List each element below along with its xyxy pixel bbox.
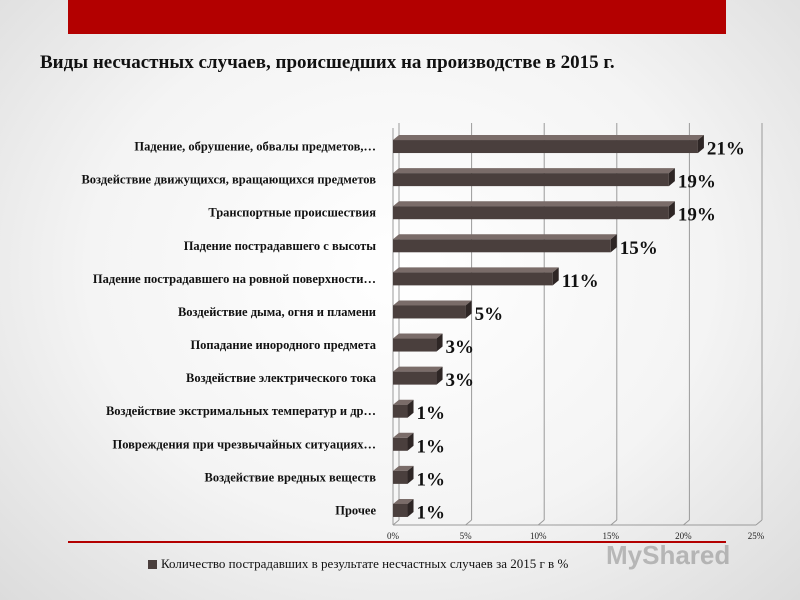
bar-top <box>393 333 443 339</box>
bar <box>393 338 437 352</box>
bar-end <box>697 135 704 154</box>
bar <box>393 239 611 253</box>
data-label: 19% <box>678 205 716 226</box>
data-label: 1% <box>417 469 446 490</box>
category-label: Воздействие движущихся, вращающихся пред… <box>81 173 376 187</box>
bar <box>393 206 669 220</box>
bar-top <box>393 267 559 273</box>
data-label: 21% <box>707 139 745 160</box>
data-label: 5% <box>475 304 504 325</box>
data-label: 1% <box>417 403 446 424</box>
slide-title: Виды несчастных случаев, происшедших на … <box>40 52 615 73</box>
data-label: 1% <box>417 502 446 523</box>
category-label: Воздействие вредных веществ <box>204 470 376 484</box>
category-label: Падение пострадавшего на ровной поверхно… <box>93 272 376 286</box>
gridline-floor <box>755 519 763 526</box>
gridline-floor <box>610 519 618 526</box>
chart-legend: Количество пострадавших в результате нес… <box>148 556 568 572</box>
bottom-accent-rule <box>68 541 726 543</box>
gridline-floor <box>683 519 690 526</box>
bar-end <box>436 366 443 385</box>
bar-end <box>436 333 443 352</box>
category-label: Падение, обрушение, обвалы предметов,… <box>134 140 376 154</box>
top-accent-band <box>68 0 726 34</box>
x-tick-label: 25% <box>748 531 765 541</box>
bar-end <box>407 399 414 418</box>
bar-top <box>393 498 414 504</box>
x-tick-label: 0% <box>387 531 400 541</box>
bar <box>393 437 408 451</box>
data-label: 11% <box>562 271 599 292</box>
bar-top <box>393 234 617 240</box>
category-label: Воздействие дыма, огня и пламени <box>178 305 376 319</box>
category-label: Повреждения при чрезвычайных ситуациях… <box>112 437 376 451</box>
bar-top <box>393 135 704 141</box>
gridline-floor <box>537 519 545 526</box>
bar-end <box>668 168 675 187</box>
gridline-floor <box>392 519 400 526</box>
category-label: Воздействие электрического тока <box>186 371 377 385</box>
bar-top <box>393 168 675 174</box>
category-label: Падение пострадавшего с высоты <box>184 239 377 253</box>
bar <box>393 305 466 319</box>
category-label: Попадание инородного предмета <box>190 338 376 352</box>
category-label: Транспортные происшествия <box>208 206 376 220</box>
bar-end <box>407 465 414 484</box>
data-label: 3% <box>446 337 475 358</box>
legend-swatch <box>148 559 157 569</box>
bar-top <box>393 465 414 471</box>
bar-top <box>393 201 675 207</box>
x-tick-label: 5% <box>460 531 473 541</box>
bar-end <box>407 498 414 517</box>
watermark: MyShared <box>606 540 731 570</box>
bar-top <box>393 432 414 438</box>
bar <box>393 272 553 286</box>
data-label: 1% <box>417 436 446 457</box>
bar-top <box>393 366 443 372</box>
x-tick-label: 20% <box>675 531 692 541</box>
data-label: 3% <box>446 370 475 391</box>
legend-label: Количество пострадавших в результате нес… <box>161 556 569 571</box>
x-tick-label: 15% <box>603 531 620 541</box>
bar <box>393 470 408 484</box>
bar-end <box>465 300 472 319</box>
bar <box>393 371 437 385</box>
category-label: Прочее <box>335 503 376 517</box>
data-label: 15% <box>620 238 658 259</box>
bar-top <box>393 399 414 405</box>
x-tick-label: 10% <box>530 531 547 541</box>
bar <box>393 140 698 154</box>
bar <box>393 404 408 418</box>
bar <box>393 503 408 517</box>
bar-end <box>552 267 559 286</box>
bar-end <box>668 201 675 220</box>
bar <box>393 173 669 187</box>
category-label: Воздействие экстримальных температур и д… <box>106 404 376 418</box>
data-label: 19% <box>678 172 716 193</box>
bar-end <box>407 432 414 451</box>
bar-end <box>610 234 617 253</box>
bar-top <box>393 300 472 306</box>
gridline-floor <box>465 519 472 526</box>
